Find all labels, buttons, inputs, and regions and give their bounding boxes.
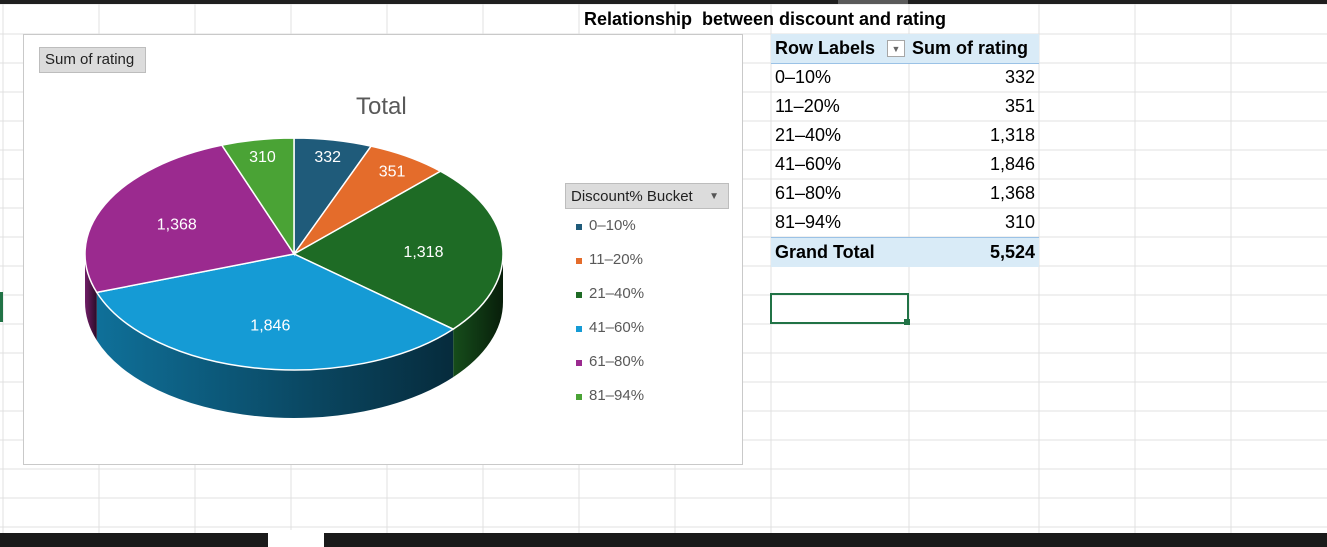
legend-button-label: Discount% Bucket <box>571 187 693 205</box>
grand-total-label[interactable]: Grand Total <box>775 242 875 262</box>
legend-item[interactable]: 21–40% <box>576 285 644 319</box>
legend-item[interactable]: 81–94% <box>576 387 644 421</box>
pivot-row-label[interactable]: 61–80% <box>775 183 842 203</box>
legend-label: 61–80% <box>589 353 645 370</box>
legend-item[interactable]: 11–20% <box>576 251 644 285</box>
chevron-down-icon: ▼ <box>709 190 719 202</box>
pie-slice-side[interactable] <box>453 254 503 378</box>
legend-label: 21–40% <box>589 285 645 302</box>
pivot-row-label[interactable]: 81–94% <box>775 212 842 232</box>
legend-label: 0–10% <box>589 217 636 234</box>
legend-swatch <box>576 258 582 264</box>
pie-data-label[interactable]: 1,318 <box>403 244 443 261</box>
pie-slice[interactable] <box>84 144 296 294</box>
row-labels-header[interactable]: Row Labels <box>775 38 876 58</box>
grand-total-value[interactable]: 5,524 <box>989 242 1035 262</box>
pie-data-label[interactable]: 351 <box>379 163 406 180</box>
legend-label: 11–20% <box>589 251 643 268</box>
pie-slice[interactable] <box>95 253 455 371</box>
legend-swatch <box>576 326 582 332</box>
legend-swatch <box>576 394 582 400</box>
pivot-row: 0–10% 332 <box>771 63 1039 92</box>
pivot-row-label[interactable]: 21–40% <box>775 125 842 145</box>
pie-slice-side[interactable] <box>96 292 454 419</box>
pie-slice[interactable] <box>220 137 295 257</box>
pivot-header-row: Row Labels ▼ Sum of rating <box>771 34 1039 64</box>
sheet-tab[interactable] <box>268 530 324 547</box>
row-selection-marker <box>0 292 3 322</box>
grand-total-row: Grand Total 5,524 <box>771 237 1039 267</box>
top-tab-indicator <box>838 0 908 4</box>
sheet-title[interactable]: Relationship between discount and rating <box>584 9 947 29</box>
legend-swatch <box>576 360 582 366</box>
pie-data-label[interactable]: 1,368 <box>157 216 197 233</box>
legend-label: 41–60% <box>589 319 645 336</box>
discount-bucket-filter-button[interactable]: Discount% Bucket ▼ <box>565 183 729 209</box>
pivot-row-value[interactable]: 1,318 <box>989 125 1035 145</box>
chart-title[interactable]: Total <box>356 93 407 120</box>
top-bar <box>0 0 1327 4</box>
pivot-row: 61–80% 1,368 <box>771 179 1039 208</box>
sum-of-rating-header[interactable]: Sum of rating <box>912 38 1028 58</box>
chart-legend[interactable]: 0–10% 11–20% 21–40% 41–60% 61–80% 81–94% <box>576 217 644 421</box>
pie-data-label[interactable]: 310 <box>249 149 276 166</box>
legend-swatch <box>576 292 582 298</box>
pivot-row: 11–20% 351 <box>771 92 1039 121</box>
selected-cell[interactable] <box>770 293 909 324</box>
legend-item[interactable]: 0–10% <box>576 217 644 251</box>
pivot-row-value[interactable]: 310 <box>1004 212 1035 232</box>
sheet-tab-bar <box>0 533 1327 547</box>
filter-dropdown-icon[interactable]: ▼ <box>887 40 905 57</box>
pie-data-label[interactable]: 1,846 <box>250 318 290 335</box>
pivot-row-value[interactable]: 351 <box>1004 96 1035 116</box>
fill-handle[interactable] <box>904 319 910 325</box>
pivot-row-value[interactable]: 1,846 <box>989 154 1035 174</box>
pivot-row: 21–40% 1,318 <box>771 121 1039 150</box>
pie-chart[interactable]: 332 351 1,318 1,846 1,368 310 <box>24 35 744 466</box>
pivot-row-value[interactable]: 332 <box>1004 67 1035 87</box>
sum-field-button[interactable]: Sum of rating <box>39 47 146 73</box>
pivot-chart[interactable]: 332 351 1,318 1,846 1,368 310 Sum of rating T… <box>23 34 743 465</box>
legend-item[interactable]: 61–80% <box>576 353 644 387</box>
legend-label: 81–94% <box>589 387 645 404</box>
pie-data-label[interactable]: 332 <box>314 149 341 166</box>
legend-swatch <box>576 224 582 230</box>
pivot-row-label[interactable]: 0–10% <box>775 67 832 87</box>
pivot-row-label[interactable]: 41–60% <box>775 154 842 174</box>
pivot-row: 41–60% 1,846 <box>771 150 1039 179</box>
pie-slice[interactable] <box>292 170 504 331</box>
pivot-row: 81–94% 310 <box>771 208 1039 237</box>
pivot-row-label[interactable]: 11–20% <box>775 96 840 116</box>
pivot-row-value[interactable]: 1,368 <box>989 183 1035 203</box>
legend-item[interactable]: 41–60% <box>576 319 644 353</box>
